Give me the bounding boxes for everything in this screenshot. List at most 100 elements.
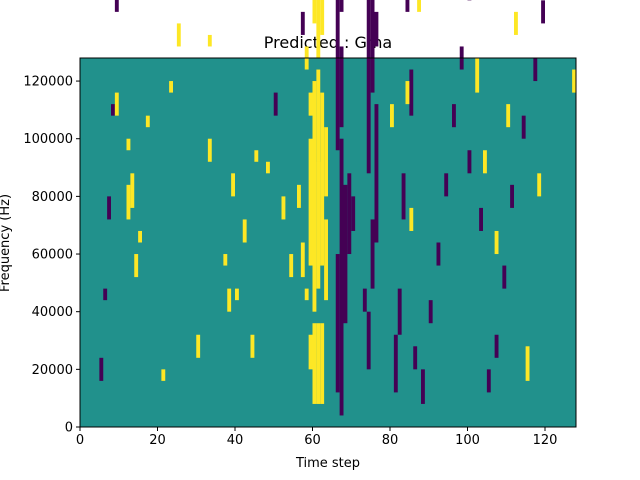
heatmap-cell-low (362, 288, 367, 312)
heatmap-cell-high (409, 207, 414, 231)
heatmap-cell-low (397, 288, 402, 335)
heatmap-cell-high (405, 81, 410, 105)
heatmap-cell-high (475, 58, 480, 93)
heatmap-cell-low (413, 346, 418, 370)
heatmap-cell-high (320, 0, 325, 35)
heatmap-cell-low (479, 207, 483, 231)
heatmap-cell-low (494, 334, 499, 358)
heatmap-cell-high (289, 254, 294, 278)
heatmap-cell-high (324, 127, 328, 197)
heatmap-cell-low (335, 254, 340, 393)
heatmap-cell-low (114, 0, 119, 12)
heatmap-cell-high (308, 92, 313, 116)
heatmap-cell-low (486, 369, 491, 393)
heatmap-cell-high (242, 219, 247, 243)
heatmap-cell-high (572, 69, 576, 93)
heatmap-cell-high (207, 138, 212, 162)
heatmap-cell-high (390, 104, 394, 128)
heatmap-cell-low (452, 104, 456, 128)
heatmap-cell-high (235, 288, 239, 301)
heatmap-cell-high (494, 230, 499, 255)
heatmap-cell-low (541, 0, 545, 24)
heatmap-cell-low (405, 0, 410, 12)
heatmap-cell-low (401, 173, 406, 220)
heatmap-cell-low (339, 138, 344, 416)
heatmap-cell-high (320, 92, 325, 266)
heatmap-cell-low (510, 184, 514, 208)
heatmap-cell-low (366, 311, 371, 370)
heatmap-cell-low (300, 11, 305, 35)
x-axis-label: Time step (295, 456, 360, 471)
y-tick-label: 60000 (32, 248, 73, 263)
heatmap-cell-high (300, 242, 305, 278)
plot-frame (79, 57, 577, 428)
heatmap-cell-low (444, 173, 449, 197)
y-tick-label: 0 (65, 421, 73, 436)
heatmap-cell-low (370, 219, 375, 289)
heatmap-cell-high (316, 161, 321, 266)
heatmap-cell-high (207, 34, 212, 47)
heatmap-cell-low (521, 115, 526, 139)
heatmap-cell-low (428, 300, 433, 324)
heatmap-cell-low (107, 196, 111, 220)
heatmap-cell-high (114, 92, 119, 116)
x-tick-label: 60 (304, 433, 321, 448)
heatmap-cell-high (308, 334, 313, 370)
heatmap-cell-high (176, 23, 181, 47)
y-tick-label: 100000 (23, 132, 73, 147)
heatmap-cell-low (467, 150, 472, 174)
heatmap-cell-low (533, 58, 538, 82)
y-tick-label: 80000 (32, 190, 73, 205)
heatmap-cell-high (161, 369, 166, 381)
heatmap-cell-low (273, 92, 278, 116)
heatmap-cell-high (324, 219, 328, 301)
y-tick-label: 120000 (23, 75, 73, 90)
heatmap-cell-high (297, 184, 301, 208)
heatmap-cell-high (281, 196, 286, 220)
y-axis-label: Frequency (Hz) (0, 194, 13, 292)
heatmap-cell-low (339, 46, 344, 128)
heatmap-cell-high (231, 173, 235, 197)
heatmap-cell-high (483, 150, 487, 174)
heatmap-cells (99, 0, 576, 416)
x-tick-label: 100 (455, 433, 480, 448)
heatmap-cell-high (134, 254, 139, 278)
x-tick-label: 120 (533, 433, 558, 448)
heatmap-cell-low (99, 357, 104, 381)
heatmap-cell-high (130, 173, 135, 208)
heatmap-cell-low (409, 69, 414, 116)
heatmap-cell-high (227, 288, 232, 312)
heatmap-cell-high (308, 138, 313, 266)
y-axis: 0 20000 40000 60000 80000 100000 120000 (23, 75, 80, 436)
heatmap-cell-low (111, 104, 115, 116)
heatmap-cell-high (506, 104, 511, 128)
y-tick-label: 20000 (32, 363, 73, 378)
heatmap-cell-high (312, 0, 317, 24)
heatmap-cell-low (335, 0, 340, 151)
heatmap-cell-low (343, 184, 348, 324)
heatmap-cell-low (370, 0, 375, 93)
heatmap-cell-low (339, 0, 344, 12)
x-tick-label: 20 (149, 433, 166, 448)
heatmap-cell-low (374, 104, 379, 243)
heatmap-cell-high (417, 0, 421, 12)
chart-title: Predicted : Gma (264, 33, 392, 52)
heatmap-cell-low (436, 242, 441, 266)
heatmap-cell-low (351, 196, 356, 231)
heatmap-cell-high (169, 81, 173, 93)
heatmap-cell-high (145, 115, 150, 128)
heatmap-cell-high (126, 184, 131, 220)
heatmap-cell-high (250, 334, 255, 358)
x-axis: 0 20 40 60 80 100 120 (76, 427, 558, 448)
heatmap-cell-high (312, 323, 317, 404)
heatmap-cell-high (316, 323, 321, 404)
heatmap-cell-low (347, 173, 352, 255)
heatmap-cell-high (254, 150, 259, 162)
heatmap-cell-high (138, 230, 142, 243)
heatmap-cell-high (223, 254, 228, 266)
heatmap-cell-high (304, 288, 309, 301)
heatmap-cell-low (421, 369, 425, 404)
heatmap-cell-high (514, 11, 518, 35)
heatmap-cell-low (502, 265, 507, 289)
heatmap-cell-high (126, 138, 131, 151)
